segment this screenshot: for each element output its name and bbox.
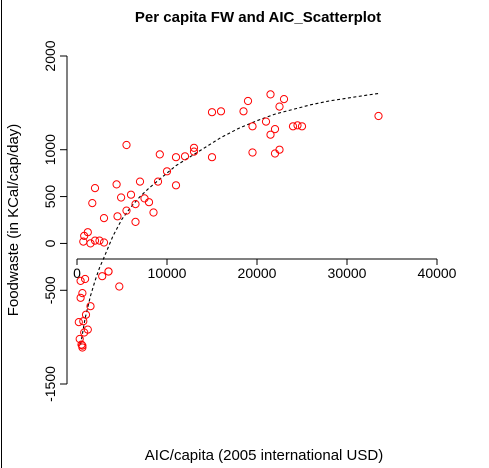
trend-line — [80, 92, 379, 345]
y-tick-label: 500 — [42, 185, 58, 209]
data-point — [248, 122, 257, 131]
data-point — [279, 95, 289, 104]
data-point — [126, 190, 136, 199]
data-point — [288, 122, 298, 131]
y-tick-label: 1000 — [42, 134, 58, 165]
data-point — [248, 148, 257, 157]
data-point — [117, 193, 126, 202]
chart-title: Per capita FW and AIC_Scatterplot — [135, 9, 381, 26]
data-point — [243, 96, 253, 106]
data-point — [76, 293, 85, 302]
x-tick-label: 10000 — [148, 265, 187, 281]
data-point — [171, 181, 181, 190]
x-axis: 0 10000 20000 30000 40000 — [73, 258, 457, 281]
data-point — [162, 167, 172, 176]
y-tick-label: -1500 — [42, 366, 58, 402]
data-point — [131, 200, 140, 209]
data-point — [131, 217, 140, 226]
data-point — [266, 130, 275, 139]
x-tick-label: 40000 — [418, 265, 457, 281]
data-point — [171, 153, 181, 162]
data-point — [88, 199, 97, 208]
data-point — [78, 289, 87, 298]
data-point — [275, 145, 284, 154]
data-point — [122, 206, 131, 215]
data-point — [261, 117, 271, 126]
data-point — [266, 90, 275, 99]
data-point — [86, 239, 95, 248]
data-point — [144, 198, 154, 207]
data-point — [189, 147, 199, 156]
data-point — [99, 238, 109, 247]
data-point — [95, 236, 104, 245]
data-point — [98, 272, 107, 281]
x-tick-label: 20000 — [238, 265, 277, 281]
data-point — [155, 150, 164, 159]
data-point — [83, 325, 92, 334]
data-point — [293, 121, 302, 130]
data-point — [122, 140, 131, 150]
data-point — [189, 143, 199, 152]
y-tick-label: -500 — [42, 276, 58, 304]
data-point — [140, 194, 149, 203]
x-tick-label: 30000 — [328, 265, 367, 281]
data-point — [297, 122, 307, 131]
data-point — [104, 267, 113, 276]
data-point — [239, 107, 248, 116]
points-layer — [74, 90, 383, 352]
data-point — [207, 108, 217, 117]
data-point — [99, 214, 109, 223]
data-point — [270, 125, 280, 134]
data-point — [90, 184, 100, 193]
data-point — [74, 318, 83, 327]
trendline-layer — [80, 92, 379, 345]
y-axis-label: Foodwaste (in KCal/cap/day) — [5, 124, 22, 317]
data-point — [76, 276, 85, 285]
data-point — [81, 274, 90, 284]
data-point — [112, 180, 121, 189]
x-tick-label: 0 — [73, 265, 81, 281]
data-point — [90, 236, 100, 245]
data-point — [275, 102, 284, 111]
data-point — [115, 282, 124, 291]
data-point — [135, 177, 145, 186]
data-point — [81, 310, 91, 319]
data-point — [149, 208, 158, 217]
y-axis: -1500 -500 0 500 1000 2000 — [42, 40, 68, 402]
data-point — [180, 152, 190, 161]
data-point — [86, 302, 95, 311]
data-point — [80, 231, 89, 240]
y-tick-label: 0 — [42, 239, 58, 247]
data-point — [113, 212, 122, 221]
data-point — [153, 177, 163, 186]
data-point — [374, 111, 383, 121]
data-point — [270, 149, 280, 158]
data-point — [207, 153, 217, 162]
data-point — [78, 341, 87, 350]
x-axis-label: AIC/capita (2005 international USD) — [145, 447, 383, 464]
data-point — [216, 107, 226, 116]
y-tick-label: 2000 — [42, 40, 58, 71]
